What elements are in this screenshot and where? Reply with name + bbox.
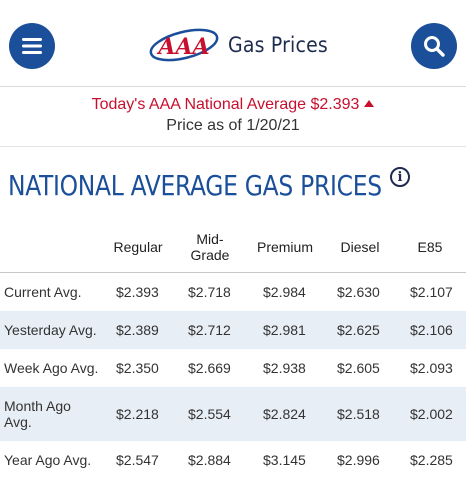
section-heading: NATIONAL AVERAGE GAS PRICES i [8, 165, 458, 205]
table-row: Yesterday Avg. $2.389 $2.712 $2.981 $2.6… [0, 311, 466, 349]
info-icon[interactable]: i [390, 167, 410, 187]
brand-logo-link[interactable]: AAA Gas Prices [146, 20, 328, 70]
price-cell: $2.554 [188, 406, 231, 422]
price-cell: $2.718 [188, 284, 231, 300]
header-title: Gas Prices [228, 33, 328, 57]
column-header-e85: E85 [417, 239, 443, 255]
price-cell: $2.605 [337, 360, 380, 376]
price-cell: $2.107 [410, 284, 453, 300]
price-cell: $2.518 [337, 406, 380, 422]
logo-text: AAA [156, 34, 209, 60]
price-cell: $2.625 [337, 322, 380, 338]
national-average-banner: Today's AAA National Average $2.393 Pric… [0, 86, 466, 147]
price-cell: $2.984 [263, 284, 306, 300]
row-label: Month Ago Avg. [4, 398, 71, 430]
aaa-logo: AAA [149, 28, 219, 62]
menu-button[interactable] [9, 23, 55, 69]
row-label: Yesterday Avg. [4, 322, 97, 338]
price-cell: $2.393 [116, 284, 159, 300]
table-header: Regular Mid- Grade Premium Diesel E85 [0, 222, 466, 273]
column-header-mid-grade: Mid- Grade [190, 231, 230, 263]
price-date: Price as of 1/20/21 [166, 117, 300, 134]
page-title: NATIONAL AVERAGE GAS PRICES [8, 168, 382, 202]
price-cell: $2.350 [116, 360, 159, 376]
price-cell: $2.093 [410, 360, 453, 376]
price-cell: $2.389 [116, 322, 159, 338]
price-cell: $2.669 [188, 360, 231, 376]
price-cell: $2.218 [116, 406, 159, 422]
up-triangle-icon [364, 100, 375, 107]
price-cell: $2.712 [188, 322, 231, 338]
table-row: Month Ago Avg. $2.218 $2.554 $2.824 $2.51… [0, 387, 466, 441]
site-header: AAA Gas Prices [0, 0, 466, 87]
hamburger-menu-icon [22, 38, 42, 54]
table-row: Week Ago Avg. $2.350 $2.669 $2.938 $2.60… [0, 349, 466, 387]
table-row: Year Ago Avg. $2.547 $2.884 $3.145 $2.99… [0, 441, 466, 479]
price-cell: $2.884 [188, 452, 231, 468]
national-average-text: Today's AAA National Average $2.393 [91, 96, 360, 113]
column-header-regular: Regular [113, 239, 163, 255]
price-cell: $2.002 [410, 406, 453, 422]
search-icon [424, 36, 445, 57]
price-cell: $2.996 [337, 452, 380, 468]
price-cell: $2.106 [410, 322, 453, 338]
price-cell: $3.145 [263, 452, 306, 468]
price-cell: $2.285 [410, 452, 453, 468]
column-header-diesel: Diesel [340, 239, 380, 255]
price-cell: $2.938 [263, 360, 306, 376]
price-cell: $2.630 [337, 284, 380, 300]
price-cell: $2.981 [263, 322, 306, 338]
search-button[interactable] [411, 23, 457, 69]
row-label: Year Ago Avg. [4, 452, 92, 468]
price-cell: $2.824 [263, 406, 306, 422]
row-label: Week Ago Avg. [4, 360, 99, 376]
column-header-premium: Premium [256, 239, 313, 255]
table-row: Current Avg. $2.393 $2.718 $2.984 $2.630… [0, 273, 466, 311]
national-average-line[interactable]: Today's AAA National Average $2.393 [0, 96, 466, 114]
price-cell: $2.547 [116, 452, 159, 468]
row-label: Current Avg. [4, 284, 82, 300]
